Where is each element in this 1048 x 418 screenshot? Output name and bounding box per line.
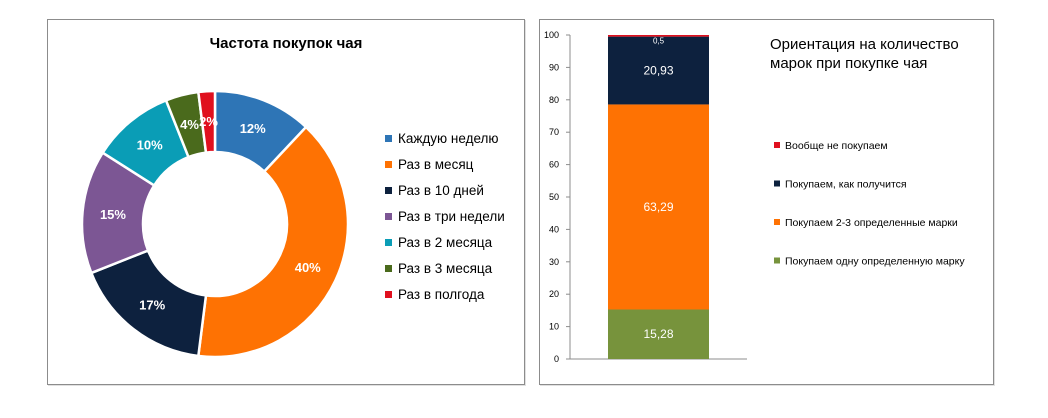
y-tick-label: 60 bbox=[549, 160, 559, 170]
donut-data-label: 12% bbox=[240, 121, 266, 136]
y-tick-label: 80 bbox=[549, 95, 559, 105]
legend-swatch bbox=[385, 213, 392, 220]
y-tick-label: 20 bbox=[549, 289, 559, 299]
bar-data-label: 63,29 bbox=[643, 200, 673, 214]
y-tick-label: 70 bbox=[549, 127, 559, 137]
donut-chart-panel: Частота покупок чая 12% 40% 17% 15% 10% 4% 2% … bbox=[47, 19, 525, 385]
legend-item: Вообще не покупаем bbox=[785, 140, 888, 152]
legend-swatch bbox=[385, 187, 392, 194]
donut-data-label: 2% bbox=[199, 114, 218, 129]
legend-swatch bbox=[385, 265, 392, 272]
bar-data-label: 0,5 bbox=[653, 37, 665, 46]
bar-data-label: 15,28 bbox=[643, 327, 673, 341]
bar-data-label: 20,93 bbox=[643, 64, 673, 78]
legend-item: Каждую неделю bbox=[398, 131, 499, 146]
legend-item: Раз в 3 месяца bbox=[398, 261, 493, 276]
donut-data-label: 17% bbox=[139, 297, 165, 312]
donut-chart: Частота покупок чая 12%40%17%15%10%4% 2% … bbox=[80, 35, 505, 359]
donut-data-label: 10% bbox=[137, 138, 163, 153]
stacked-bar-panel: 0 10 20 30 40 50 60 70 80 90 100 15,28 63,29 20,93 0,… bbox=[539, 19, 994, 385]
bar-segment bbox=[608, 309, 709, 359]
bar-chart-title-line-2: марок при покупке чая bbox=[770, 55, 927, 72]
legend-item: Покупаем 2-3 определенные марки bbox=[785, 217, 958, 229]
donut-chart-title: Частота покупок чая bbox=[210, 35, 363, 52]
donut-data-label: 40% bbox=[295, 260, 321, 275]
legend-swatch bbox=[385, 135, 392, 142]
legend-item: Раз в месяц bbox=[398, 157, 474, 172]
donut-data-label: 4% bbox=[180, 117, 199, 132]
donut-slice bbox=[196, 125, 350, 359]
y-tick-label: 100 bbox=[544, 30, 559, 40]
bar-segment bbox=[608, 104, 709, 310]
y-tick-label: 90 bbox=[549, 62, 559, 72]
bar-segment bbox=[608, 36, 709, 105]
bar-chart-title-line-1: Ориентация на количество bbox=[770, 36, 959, 53]
y-tick-label: 0 bbox=[554, 354, 559, 364]
legend-item: Раз в 10 дней bbox=[398, 183, 484, 198]
legend-swatch bbox=[774, 257, 780, 264]
legend-swatch bbox=[385, 291, 392, 298]
legend-swatch bbox=[385, 239, 392, 246]
y-tick-label: 50 bbox=[549, 192, 559, 202]
legend-item: Раз в 2 месяца bbox=[398, 235, 493, 250]
stacked-bar-chart: 0 10 20 30 40 50 60 70 80 90 100 15,28 63,29 20,93 0,… bbox=[544, 30, 965, 364]
y-tick-label: 30 bbox=[549, 257, 559, 267]
legend-item: Покупаем одну определенную марку bbox=[785, 256, 965, 268]
legend-item: Покупаем, как получится bbox=[785, 179, 907, 191]
y-tick-label: 10 bbox=[549, 322, 559, 332]
legend-swatch bbox=[385, 161, 392, 168]
donut-slice bbox=[196, 89, 217, 154]
bar-segment bbox=[608, 35, 709, 37]
donut-data-label: 15% bbox=[100, 207, 126, 222]
legend-swatch bbox=[774, 180, 780, 187]
legend-item: Раз в три недели bbox=[398, 209, 505, 224]
legend-swatch bbox=[774, 142, 780, 148]
y-tick-label: 40 bbox=[549, 224, 559, 234]
legend-item: Раз в полгода bbox=[398, 287, 485, 302]
legend-swatch bbox=[774, 219, 780, 225]
